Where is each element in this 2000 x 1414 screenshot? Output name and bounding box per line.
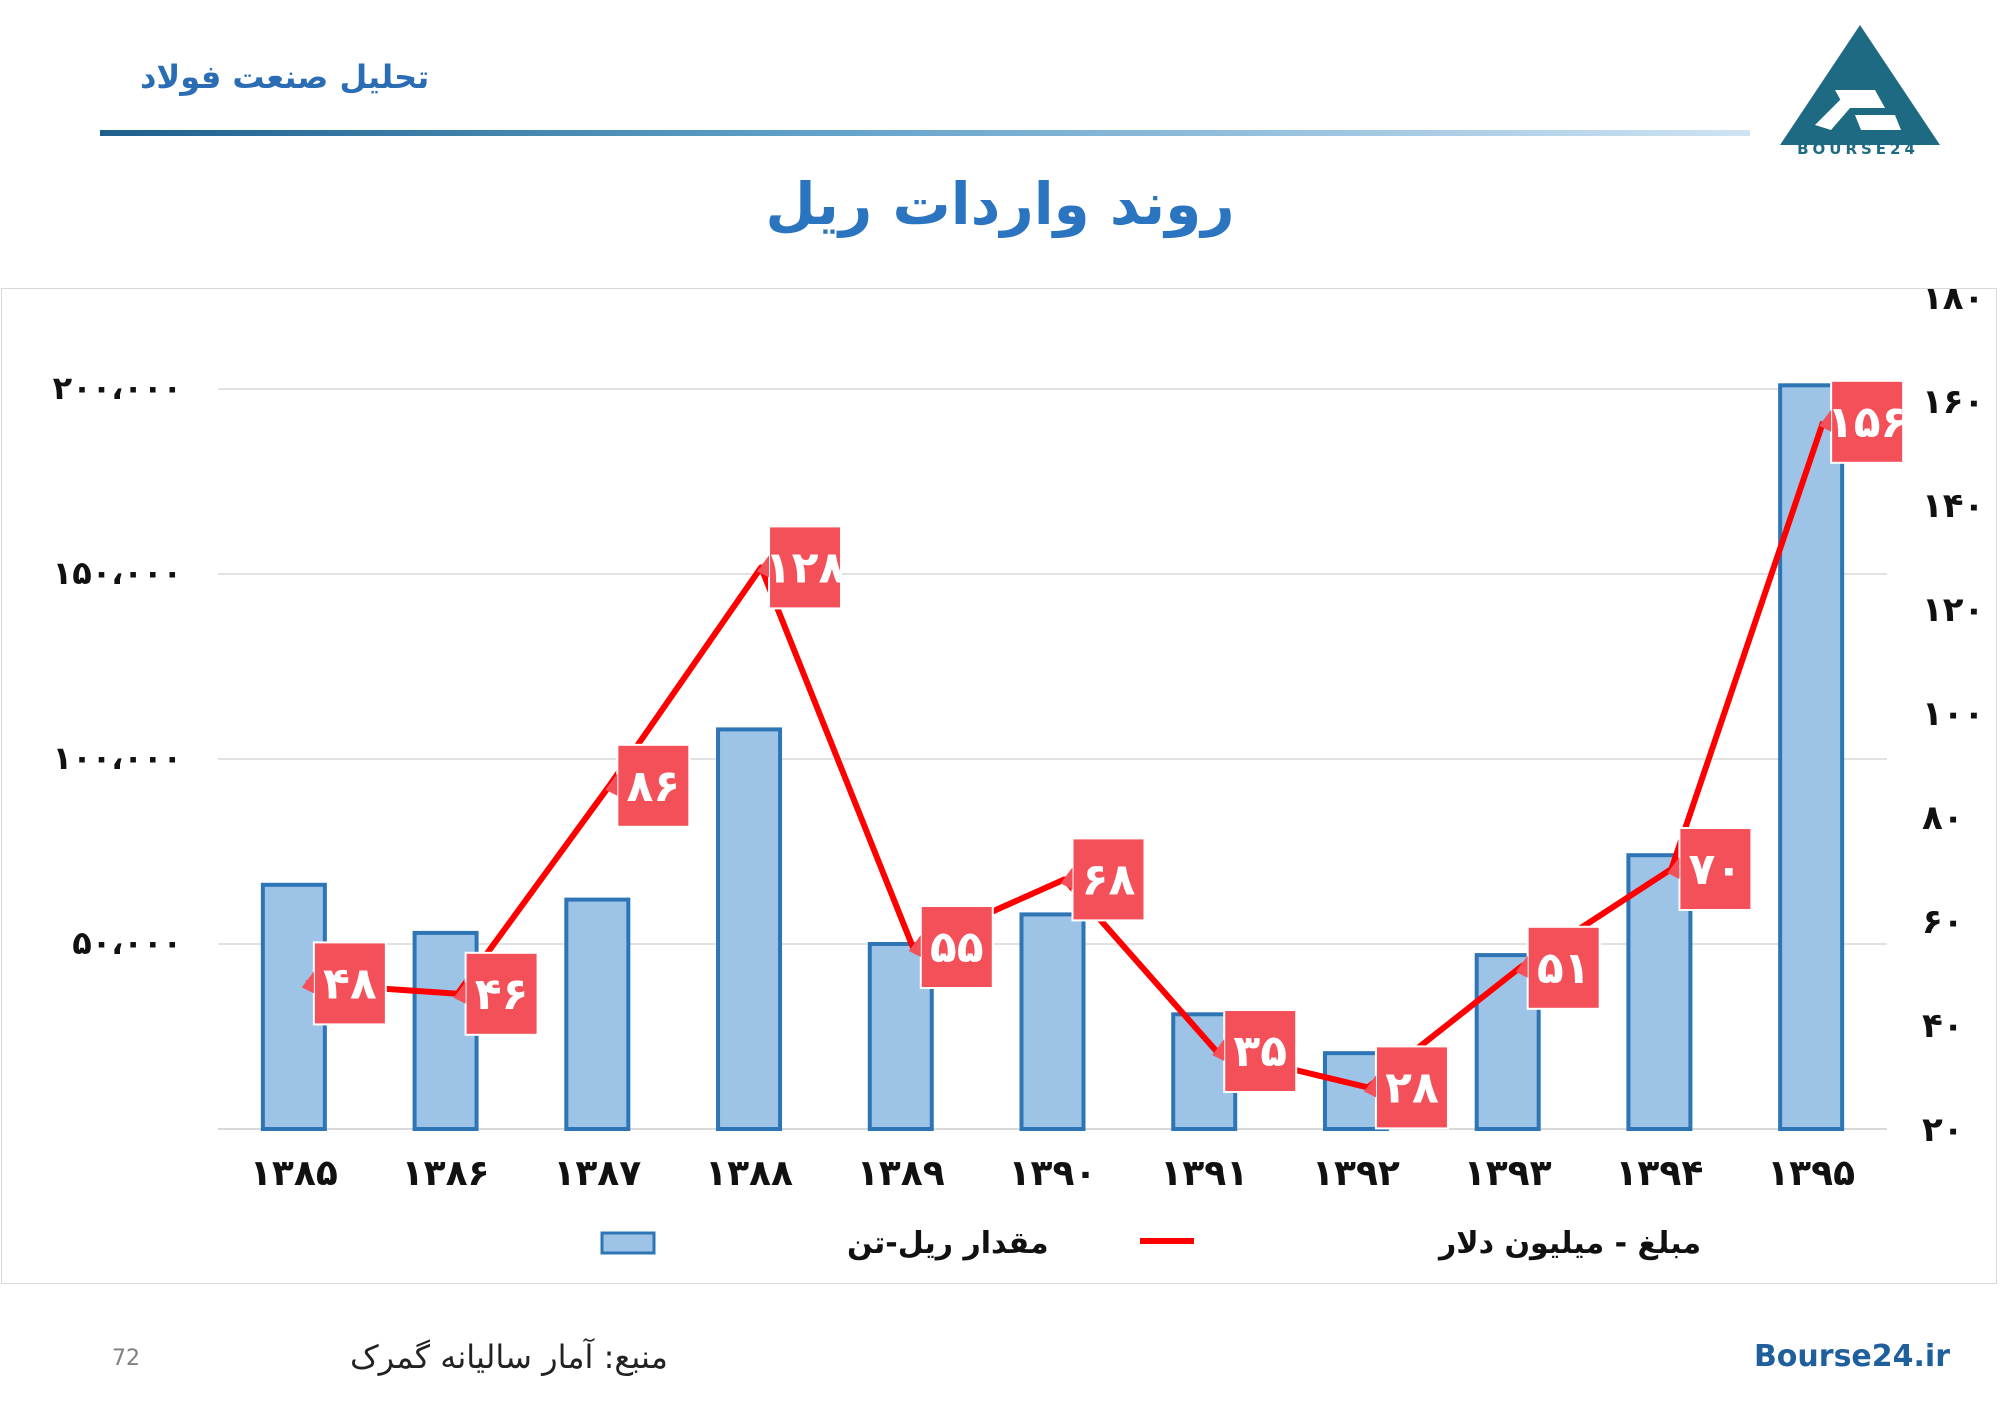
y-right-tick-label: ۱۴۰ — [1922, 486, 1984, 526]
data-label: ۱۲۸ — [765, 542, 846, 593]
x-tick-label: ۱۳۸۷ — [553, 1153, 641, 1194]
bar — [564, 897, 631, 1131]
y-left-tick-label: ۲۰۰،۰۰۰ — [53, 369, 182, 407]
y-right-tick-label: ۱۰۰ — [1922, 694, 1984, 734]
x-tick-label: ۱۳۹۰ — [1009, 1153, 1097, 1194]
page-number: 72 — [112, 1346, 140, 1371]
legend-line-label: مبلغ - میلیون دلار — [1437, 1226, 1701, 1261]
x-tick-label: ۱۳۸۹ — [857, 1153, 945, 1194]
slide-title: روند واردات ریل — [765, 170, 1235, 238]
data-label-box — [1223, 1009, 1298, 1093]
x-tick-label: ۱۳۸۵ — [250, 1153, 338, 1194]
y-right-tick-label: ۴۰ — [1922, 1006, 1964, 1046]
data-label: ۵۱ — [1537, 943, 1591, 994]
data-label: ۴۶ — [475, 969, 529, 1020]
data-label: ۷۰ — [1689, 844, 1743, 895]
chart-area: ۵۰،۰۰۰ ۱۰۰،۰۰۰ ۱۵۰،۰۰۰ ۲۰۰،۰۰۰ ۲۰ ۴۰ ۶۰ ۸۰ ۱۰۰ ۱۲… — [1, 288, 1997, 1284]
y-left-tick-label: ۱۵۰،۰۰۰ — [53, 554, 182, 592]
data-label: ۴۸ — [323, 958, 377, 1009]
data-label-pointer — [757, 555, 770, 578]
x-tick-label: ۱۳۹۵ — [1767, 1153, 1855, 1194]
bourse24-logo-icon — [1780, 25, 1940, 145]
data-label-box — [1071, 837, 1146, 922]
x-tick-label: ۱۳۸۸ — [705, 1153, 793, 1194]
y-right-tick-label: ۲۰ — [1922, 1110, 1964, 1150]
data-label-pointer — [301, 971, 314, 994]
data-label: ۲۸ — [1385, 1062, 1439, 1113]
data-label: ۳۵ — [1233, 1026, 1287, 1077]
data-label-pointer — [605, 773, 618, 796]
data-label-box — [1526, 925, 1601, 1010]
data-label-pointer — [1819, 409, 1832, 432]
data-label-pointer — [1667, 857, 1680, 879]
bar — [1778, 383, 1845, 1132]
data-label: ۸۶ — [626, 761, 680, 812]
header-divider — [100, 130, 1750, 136]
combo-chart: ۵۰،۰۰۰ ۱۰۰،۰۰۰ ۱۵۰،۰۰۰ ۲۰۰،۰۰۰ ۲۰ ۴۰ ۶۰ ۸۰ ۱۰۰ ۱۲… — [53, 289, 1985, 1261]
y-right-tick-label: ۸۰ — [1922, 798, 1964, 838]
legend-bar-label: مقدار ریل-تن — [847, 1226, 1049, 1261]
data-label-box — [1678, 827, 1753, 911]
y-right-tick-label: ۶۰ — [1922, 902, 1964, 942]
x-tick-label: ۱۳۹۳ — [1464, 1153, 1552, 1194]
data-label-box — [1830, 379, 1905, 464]
data-label-pointer — [1515, 955, 1528, 978]
data-label-pointer — [453, 981, 466, 1004]
bar — [1019, 912, 1086, 1132]
data-label-box — [768, 525, 843, 610]
y-left-tick-label: ۵۰،۰۰۰ — [72, 924, 182, 962]
data-label-box — [1374, 1045, 1449, 1130]
source-note: منبع: آمار سالیانه گمرک — [350, 1338, 668, 1376]
x-tick-label: ۱۳۹۱ — [1160, 1153, 1248, 1194]
y-right-tick-label: ۱۲۰ — [1922, 590, 1984, 630]
data-label-pointer — [908, 935, 921, 957]
y-right-tick-label: ۱۸۰ — [1922, 289, 1984, 318]
y-right-tick-label: ۱۶۰ — [1922, 382, 1984, 422]
bar — [716, 727, 783, 1131]
data-label-box — [919, 905, 994, 989]
x-tick-label: ۱۳۹۲ — [1312, 1153, 1400, 1194]
data-label: ۱۵۶ — [1827, 397, 1908, 448]
bar — [1474, 953, 1541, 1131]
logo-wordmark: BOURSE24 — [1797, 140, 1919, 158]
y-left-tick-label: ۱۰۰،۰۰۰ — [53, 739, 182, 777]
x-tick-label: ۱۳۸۶ — [402, 1153, 490, 1194]
x-tick-label: ۱۳۹۴ — [1615, 1153, 1703, 1194]
site-url: Bourse24.ir — [1753, 1339, 1950, 1374]
data-label-pointer — [1212, 1039, 1225, 1061]
data-label-pointer — [1060, 867, 1073, 890]
legend-bar-swatch — [600, 1231, 656, 1255]
data-label: ۶۸ — [1082, 854, 1136, 905]
data-label: ۵۵ — [930, 922, 984, 973]
data-label-pointer — [1363, 1075, 1376, 1098]
report-series-title: تحلیل صنعت فولاد — [140, 58, 430, 96]
